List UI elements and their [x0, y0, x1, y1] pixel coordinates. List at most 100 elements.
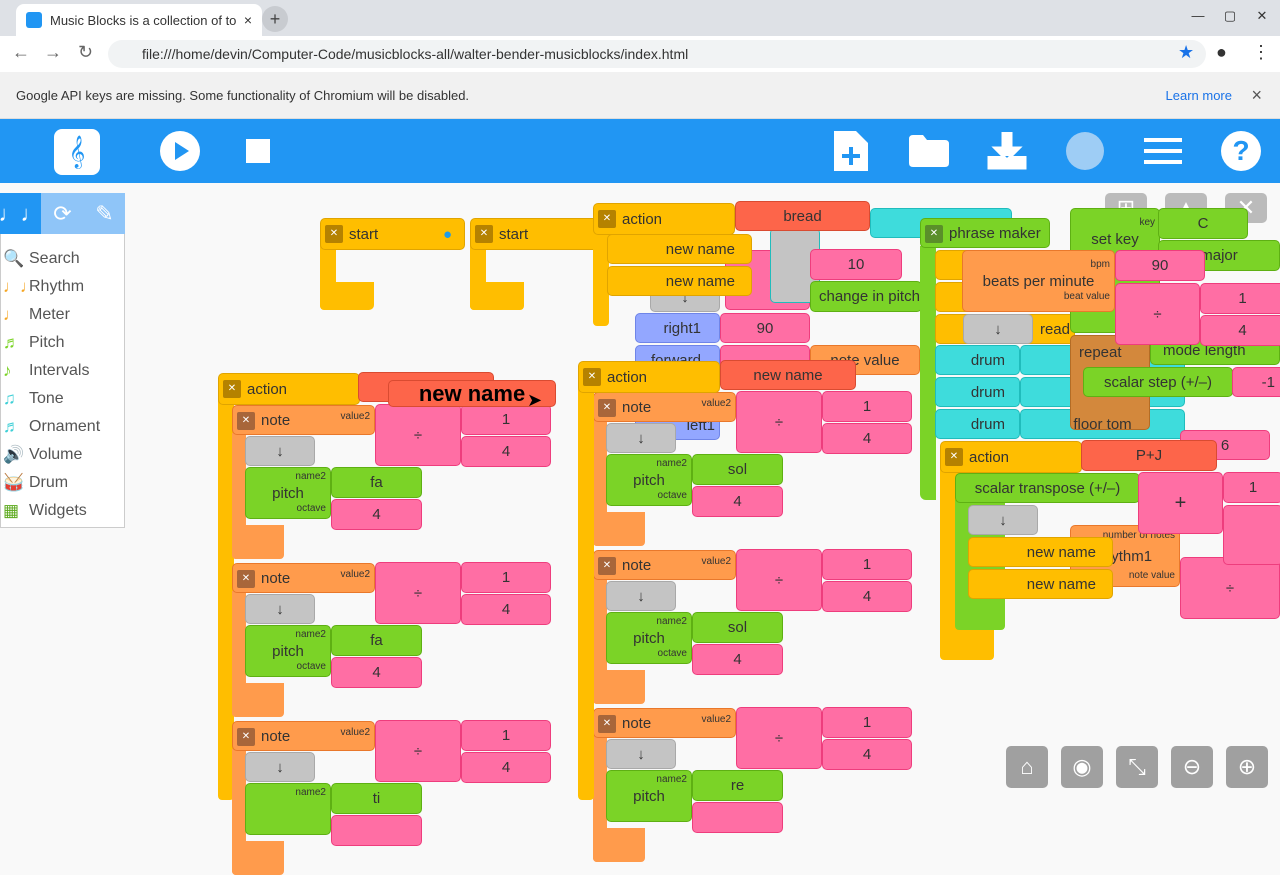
collapse-icon[interactable]: ✕ — [325, 225, 343, 243]
number-block[interactable]: 1 — [822, 391, 912, 422]
pitch-block[interactable]: name2 pitch — [606, 770, 692, 822]
planet-button[interactable] — [1063, 129, 1107, 173]
plus-block[interactable]: + — [1138, 472, 1223, 534]
new-file-button[interactable] — [829, 129, 873, 173]
name-block[interactable]: P+J — [1081, 440, 1217, 471]
infobar-close-button[interactable]: × — [1251, 85, 1262, 105]
tab-close-button[interactable]: × — [243, 12, 252, 28]
right-block[interactable]: right1 — [635, 313, 720, 343]
palette-item-tone[interactable]: ♫ Tone — [1, 385, 124, 413]
octave-block[interactable] — [692, 802, 783, 833]
change-in-pitch-block[interactable]: change in pitch — [810, 281, 922, 312]
note-block[interactable]: ✕ note value2 — [593, 392, 736, 422]
number-block[interactable]: 1 — [461, 562, 551, 593]
arrow-block[interactable]: ↓ — [245, 752, 315, 782]
collapse-icon[interactable]: ✕ — [945, 448, 963, 466]
number-block[interactable]: 4 — [461, 436, 551, 467]
number-block[interactable]: -1 — [1232, 367, 1280, 397]
octave-block[interactable]: 4 — [331, 657, 422, 688]
palette-item-widgets[interactable]: ▦ Widgets — [1, 497, 124, 525]
note-block[interactable]: ✕ note value2 — [593, 550, 736, 580]
menu-button[interactable] — [1141, 129, 1185, 173]
start-block[interactable]: ✕start● — [320, 218, 465, 250]
octave-block[interactable]: 4 — [692, 486, 783, 517]
pitch-block[interactable]: name2 pitch octave — [245, 467, 331, 519]
collapse-icon[interactable]: ✕ — [598, 210, 616, 228]
collapse-icon[interactable]: ✕ — [925, 225, 943, 243]
home-button[interactable]: ⌂ — [1006, 746, 1048, 788]
number-block[interactable]: 1 — [1200, 283, 1280, 314]
drum-block[interactable]: drum — [935, 377, 1020, 407]
palette-item-meter[interactable]: ♩ Meter — [1, 301, 124, 329]
open-folder-button[interactable] — [907, 129, 951, 173]
pitch-name-block[interactable]: sol — [692, 454, 783, 485]
number-block[interactable]: 1 — [461, 720, 551, 751]
minimize-button[interactable]: — — [1191, 8, 1205, 23]
scalar-step-block[interactable]: scalar step (+/–) — [1083, 367, 1233, 397]
browser-tab[interactable]: Music Blocks is a collection of to × — [16, 4, 262, 36]
pitch-name-block[interactable]: sol — [692, 612, 783, 643]
menu-dots-icon[interactable]: ⋮ — [1252, 42, 1270, 62]
drum-block[interactable]: drum — [935, 409, 1020, 439]
number-block[interactable]: 1 — [822, 549, 912, 580]
palette-item-volume[interactable]: 🔊 Volume — [1, 441, 124, 469]
number-block[interactable]: 4 — [461, 594, 551, 625]
forward-icon[interactable]: → — [44, 42, 62, 62]
palette-item-pitch[interactable]: ♬ Pitch — [1, 329, 124, 357]
palette-item-ornament[interactable]: ♬ Ornament — [1, 413, 124, 441]
note-block[interactable]: ✕ note value2 — [232, 563, 375, 593]
palette-item-intervals[interactable]: ♪ Intervals — [1, 357, 124, 385]
divide-block[interactable]: ÷ — [375, 562, 461, 624]
save-button[interactable] — [985, 129, 1029, 173]
divide-block[interactable]: ÷ — [375, 720, 461, 782]
scalar-transpose-block[interactable]: scalar transpose (+/–) — [955, 473, 1140, 503]
profile-icon[interactable]: ● — [1216, 42, 1227, 62]
pitch-name-block[interactable]: fa — [331, 467, 422, 498]
number-block[interactable]: 4 — [822, 581, 912, 612]
number-block[interactable]: 1 — [1223, 472, 1280, 503]
number-block[interactable]: 4 — [822, 739, 912, 770]
phrase-maker-block[interactable]: ✕ phrase maker — [920, 218, 1050, 248]
collapse-icon[interactable]: ✕ — [237, 570, 255, 588]
drum-value-block[interactable]: floor tom — [1020, 409, 1185, 439]
octave-block[interactable]: 4 — [331, 499, 422, 530]
play-button[interactable] — [158, 129, 202, 173]
collapse-icon[interactable]: ✕ — [475, 225, 493, 243]
number-block[interactable]: 4 — [822, 423, 912, 454]
collapse-icon[interactable]: ✕ — [598, 557, 616, 575]
number-block[interactable]: 90 — [1115, 250, 1205, 281]
arrow-block[interactable]: ↓ — [606, 739, 676, 769]
number-block[interactable]: 4 — [1200, 315, 1280, 346]
palette-item-search[interactable]: 🔍 Search — [1, 245, 124, 273]
start-block[interactable]: ✕start● — [470, 218, 615, 250]
number-block[interactable]: 4 — [461, 752, 551, 783]
bookmark-star-icon[interactable]: ★ — [1178, 42, 1195, 62]
stop-button[interactable] — [236, 129, 280, 173]
show-hide-button[interactable]: ◉ — [1061, 746, 1103, 788]
pitch-name-block[interactable]: ti — [331, 783, 422, 814]
reload-icon[interactable]: ↻ — [78, 42, 94, 62]
new-tab-button[interactable]: + — [262, 6, 288, 32]
arrow-block[interactable]: ↓ — [245, 436, 315, 466]
number-block[interactable]: 90 — [720, 313, 810, 343]
operator-block[interactable] — [1223, 505, 1280, 565]
back-icon[interactable]: ← — [12, 42, 30, 62]
note-block[interactable]: ✕ note value2 — [232, 405, 375, 435]
close-window-button[interactable]: ✕ — [1256, 8, 1268, 23]
collapse-icon[interactable]: ✕ — [237, 412, 255, 430]
divide-block[interactable]: ÷ — [736, 391, 822, 453]
pitch-name-block[interactable]: fa — [331, 625, 422, 656]
action-block[interactable]: ✕ action — [940, 441, 1082, 473]
octave-block[interactable] — [331, 815, 422, 846]
arrow-block[interactable]: ↓ — [606, 423, 676, 453]
pitch-block[interactable]: name2 pitch octave — [606, 612, 692, 664]
arrow-block[interactable]: ↓ — [245, 594, 315, 624]
music-blocks-logo[interactable]: 𝄞 — [54, 129, 100, 175]
name-block[interactable]: bread — [735, 201, 870, 231]
do-block[interactable]: new name — [968, 537, 1113, 567]
collapse-icon[interactable]: ✕ — [598, 715, 616, 733]
do-block[interactable]: new name — [607, 234, 752, 264]
number-block[interactable]: 10 — [810, 249, 902, 280]
help-button[interactable]: ? — [1219, 129, 1263, 173]
action-block[interactable]: ✕ action — [218, 373, 360, 405]
